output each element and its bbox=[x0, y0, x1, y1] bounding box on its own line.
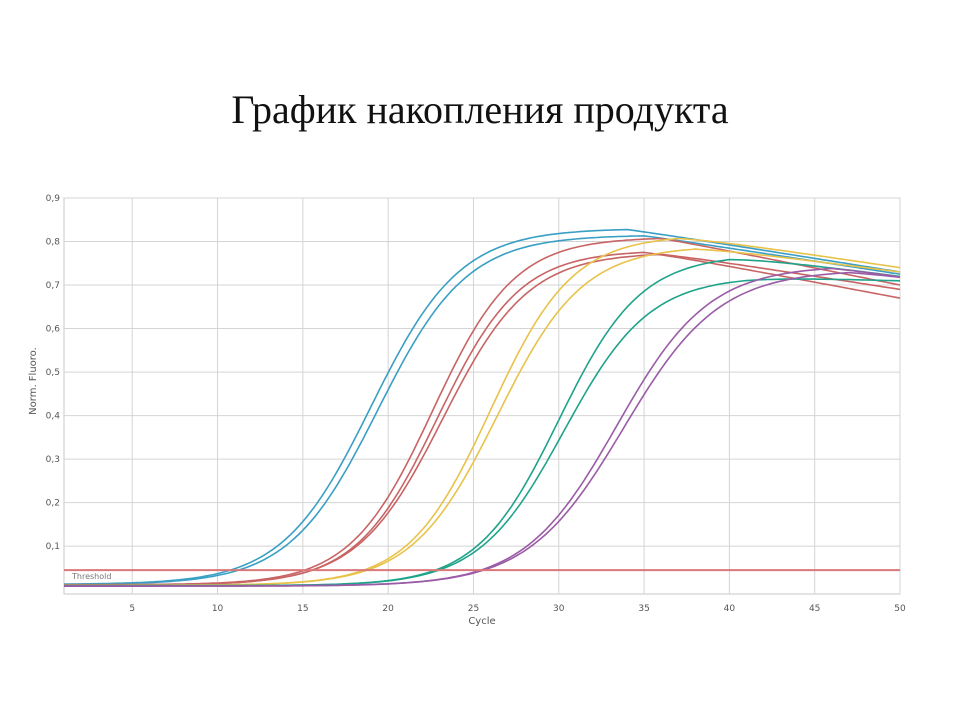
x-tick-label: 20 bbox=[382, 604, 394, 614]
grid-lines bbox=[64, 197, 901, 594]
amplification-curve bbox=[64, 258, 901, 587]
x-tick-label: 35 bbox=[638, 604, 649, 614]
x-tick-label: 40 bbox=[724, 604, 736, 614]
amplification-curves bbox=[63, 228, 901, 587]
x-tick-label: 15 bbox=[297, 604, 308, 614]
y-tick-label: 0,3 bbox=[46, 455, 60, 465]
amplification-curve bbox=[64, 251, 901, 586]
y-tick-label: 0,8 bbox=[46, 238, 61, 248]
x-tick-label: 25 bbox=[468, 604, 479, 614]
y-tick-label: 0,1 bbox=[46, 542, 60, 552]
amplification-curve bbox=[64, 237, 901, 587]
amplification-curve bbox=[64, 235, 901, 586]
y-tick-label: 0,2 bbox=[46, 499, 60, 509]
y-axis-title: Norm. Fluoro. bbox=[28, 347, 39, 415]
slide-title: График накопления продукта bbox=[231, 87, 729, 132]
x-tick-label: 10 bbox=[212, 604, 224, 614]
amplification-curve bbox=[64, 237, 901, 586]
y-tick-label: 0,6 bbox=[46, 325, 61, 335]
amplification-curve bbox=[64, 248, 901, 587]
amplification-curve bbox=[64, 278, 901, 587]
y-tick-label: 0,9 bbox=[46, 194, 61, 204]
y-tick-labels: 0,1 0,2 0,3 0,4 0,5 0,6 0,7 0,8 0,9 bbox=[46, 194, 61, 552]
x-tick-labels: 5 10 15 20 25 30 35 40 45 50 bbox=[129, 604, 906, 614]
x-tick-label: 30 bbox=[553, 604, 565, 614]
x-tick-label: 45 bbox=[809, 604, 820, 614]
y-tick-label: 0,7 bbox=[46, 281, 60, 291]
plot-frame bbox=[63, 197, 901, 595]
y-tick-label: 0,5 bbox=[46, 368, 60, 378]
y-tick-label: 0,4 bbox=[46, 412, 61, 422]
threshold-label: Threshold bbox=[71, 572, 111, 581]
x-axis-title: Cycle bbox=[468, 616, 495, 627]
x-tick-label: 5 bbox=[129, 604, 135, 614]
x-tick-label: 50 bbox=[894, 604, 906, 614]
amplification-curve bbox=[64, 253, 901, 586]
amplification-curve bbox=[63, 228, 901, 585]
